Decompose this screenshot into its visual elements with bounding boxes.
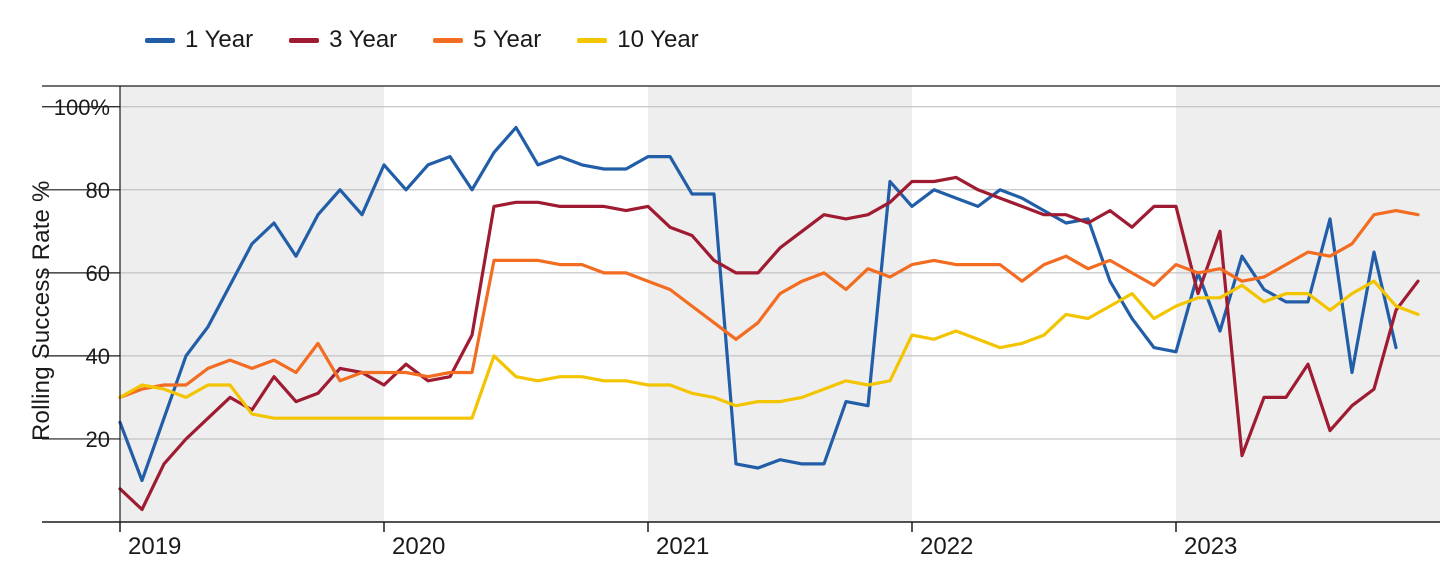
y-tick-label: 40 (86, 344, 110, 369)
line-chart: 20 40 60 80 100% 2019 2020 2021 2022 2023 (0, 0, 1440, 578)
chart-container: 1 Year 3 Year 5 Year 10 Year Rolling Succes… (0, 0, 1440, 578)
legend-label: 3 Year (329, 28, 397, 52)
alt-band (120, 86, 384, 522)
x-tick-label: 2019 (128, 533, 181, 560)
y-tick-label: 100% (54, 95, 110, 120)
legend-label: 10 Year (617, 28, 698, 52)
x-tick-label: 2021 (656, 533, 709, 560)
y-tick-label: 20 (86, 427, 110, 452)
legend-item: 5 Year (433, 28, 541, 52)
legend-label: 5 Year (473, 28, 541, 52)
legend-item: 10 Year (577, 28, 698, 52)
legend-swatch (145, 38, 175, 43)
x-tick-label: 2020 (392, 533, 445, 560)
y-tick-label: 60 (86, 261, 110, 286)
legend-swatch (577, 38, 607, 43)
legend-label: 1 Year (185, 28, 253, 52)
x-tick-label: 2022 (920, 533, 973, 560)
legend-item: 3 Year (289, 28, 397, 52)
y-axis-label: Rolling Success Rate % (28, 181, 56, 442)
legend-item: 1 Year (145, 28, 253, 52)
x-ticks: 2019 2020 2021 2022 2023 (120, 522, 1237, 560)
y-tick-label: 80 (86, 178, 110, 203)
x-tick-label: 2023 (1184, 533, 1237, 560)
legend-swatch (433, 38, 463, 43)
legend: 1 Year 3 Year 5 Year 10 Year (145, 28, 699, 52)
legend-swatch (289, 38, 319, 43)
